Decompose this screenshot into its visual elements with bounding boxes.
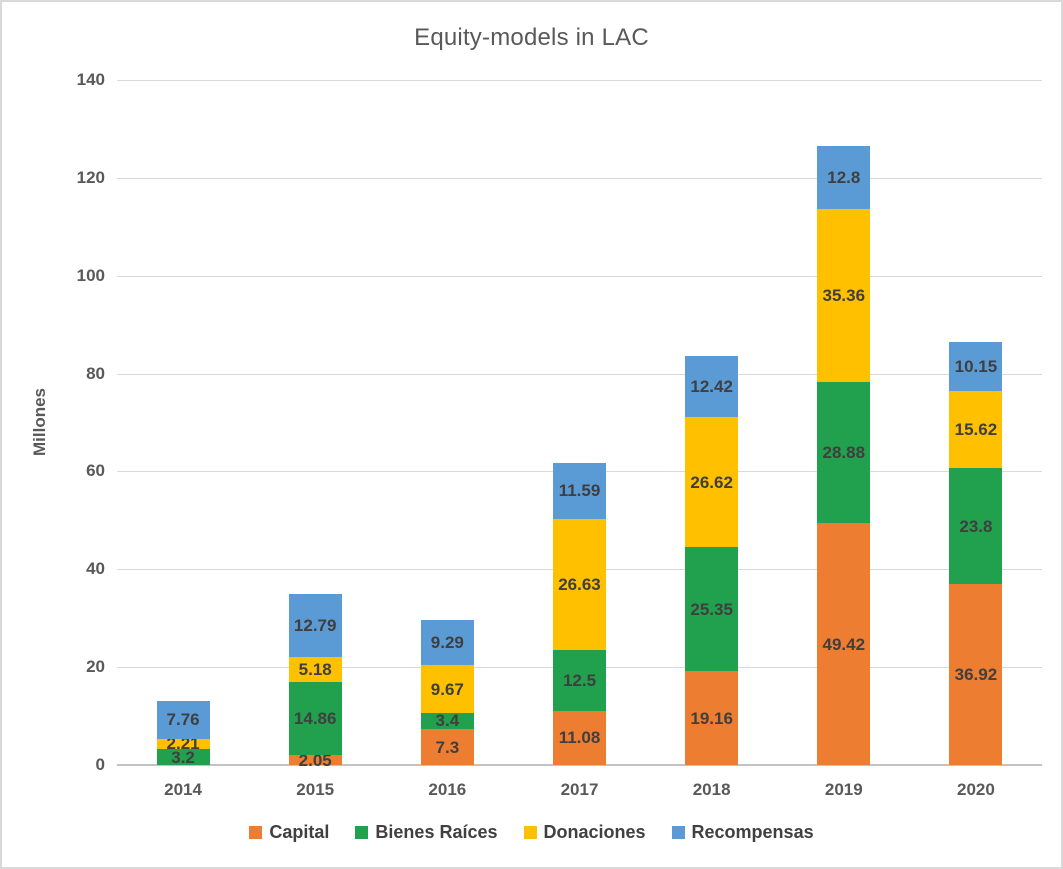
legend-swatch-icon [249,826,263,839]
gridline [117,275,1042,277]
bar-segment-recompensas: 10.15 [949,341,1003,392]
bar-segment-donaciones: 26.62 [685,417,739,548]
bar-segment-recompensas: 9.29 [420,619,474,666]
bar-segment-capital: 19.16 [685,671,739,765]
bar-2018: 19.16 25.35 26.62 12.42 [685,356,739,765]
y-tick-label: 80 [86,363,105,383]
legend-label: Donaciones [543,822,646,842]
x-tick-label-2015: 2015 [296,780,335,799]
bar-2014: 3.2 2.21 7.76 [156,700,210,767]
data-label: 12.5 [562,670,597,690]
legend-label: Capital [269,822,330,842]
bar-segment-capital: 49.42 [817,523,871,765]
legend-swatch-icon [523,826,537,839]
bar-segment-bienes-raíces: 3.4 [420,711,474,731]
data-label: 26.62 [690,472,733,492]
data-label: 9.67 [430,679,464,699]
y-tick-label: 20 [86,657,105,677]
data-label: 35.36 [822,285,866,305]
data-label: 25.35 [690,599,733,619]
data-label: 15.62 [954,420,998,440]
data-label: 10.15 [954,357,998,377]
y-tick-label: 120 [76,167,105,187]
bar-segment-bienes-raíces: 23.8 [949,467,1003,585]
y-tick-label: 140 [76,70,105,89]
bar-segment-donaciones: 35.36 [817,208,871,382]
x-tick-label-2018: 2018 [692,780,731,799]
legend-swatch-icon [671,826,685,839]
legend-label: Bienes Raíces [375,822,498,842]
y-axis-title: Millones [30,387,49,457]
y-tick-label: 100 [76,265,105,285]
bar-2016: 7.3 3.4 9.67 9.29 [420,619,474,765]
data-label: 2.21 [166,734,200,754]
plot-area: 3.2 2.21 7.76 2.05 14.86 5.18 12.79 7.3 3.4 9.67 9… [117,80,1042,769]
bar-segment-recompensas: 12.42 [685,356,739,417]
data-label: 49.42 [822,634,866,654]
legend-item-donaciones: Donaciones [523,822,646,843]
bar-2017: 11.08 12.5 26.63 11.59 [553,462,606,765]
bar-2015: 2.05 14.86 5.18 12.79 [288,594,342,769]
bar-segment-donaciones: 9.67 [420,665,474,713]
bar-segment-capital: 36.92 [949,584,1003,765]
data-label: 12.8 [827,168,861,188]
data-label: 12.42 [690,377,733,397]
data-label: 3.4 [435,711,460,731]
data-label: 9.29 [430,633,464,653]
data-label: 12.79 [293,616,337,636]
data-label: 14.86 [293,709,337,729]
bar-segment-recompensas: 12.79 [288,594,342,657]
bar-segment-donaciones: 26.63 [553,519,606,650]
bar-segment-capital: 11.08 [553,710,606,765]
legend-item-bienes-raíces: Bienes Raíces [355,822,498,843]
data-label: 23.8 [959,516,993,536]
x-tick-label-2019: 2019 [824,780,863,799]
x-tick-label-2020: 2020 [957,780,995,799]
data-label: 7.3 [435,737,460,757]
x-tick-label-2014: 2014 [164,780,202,799]
bar-segment-donaciones: 2.21 [156,735,210,752]
chart-title: Equity-models in LAC [414,24,649,51]
bar-2020: 36.92 23.8 15.62 10.15 [949,341,1003,765]
y-tick-label: 0 [95,755,105,774]
data-label: 11.08 [558,728,601,748]
bar-segment-donaciones: 5.18 [288,656,342,683]
bar-segment-recompensas: 11.59 [553,462,606,520]
legend-item-capital: Capital [249,822,329,843]
data-label: 11.59 [558,481,601,501]
data-label: 19.16 [690,708,733,728]
data-label: 26.63 [558,575,601,594]
bar-segment-recompensas: 12.8 [817,146,871,209]
bar-segment-capital: 2.05 [288,752,342,769]
legend-label: Recompensas [691,822,814,842]
y-tick-label: 40 [86,559,105,579]
gridline [117,80,1042,81]
data-label: 7.76 [166,710,200,730]
legend-item-recompensas: Recompensas [671,822,814,843]
x-tick-label-2016: 2016 [428,780,467,799]
data-label: 28.88 [822,443,866,463]
bar-segment-donaciones: 15.62 [949,391,1003,468]
bar-segment-bienes-raíces: 3.2 [156,747,210,767]
data-label: 2.05 [298,750,332,770]
bar-segment-bienes-raíces: 25.35 [685,547,739,672]
x-axis-line [117,764,1042,766]
bar-segment-capital: 7.3 [420,729,474,765]
bar-segment-bienes-raíces: 14.86 [288,682,342,755]
y-tick-label: 60 [86,461,105,481]
legend-swatch-icon [355,826,369,839]
data-label: 36.92 [954,665,998,685]
bar-segment-bienes-raíces: 28.88 [817,381,871,524]
bar-segment-recompensas: 7.76 [156,700,210,739]
data-label: 3.2 [171,747,195,767]
legend: Capital Bienes Raíces Donaciones Recompensa… [2,822,1061,843]
bar-2019: 49.42 28.88 35.36 12.8 [817,146,871,765]
bar-segment-bienes-raíces: 12.5 [553,649,606,711]
x-tick-label-2017: 2017 [560,780,599,799]
gridline [117,373,1042,375]
data-label: 5.18 [298,660,332,680]
gridline [117,177,1042,179]
